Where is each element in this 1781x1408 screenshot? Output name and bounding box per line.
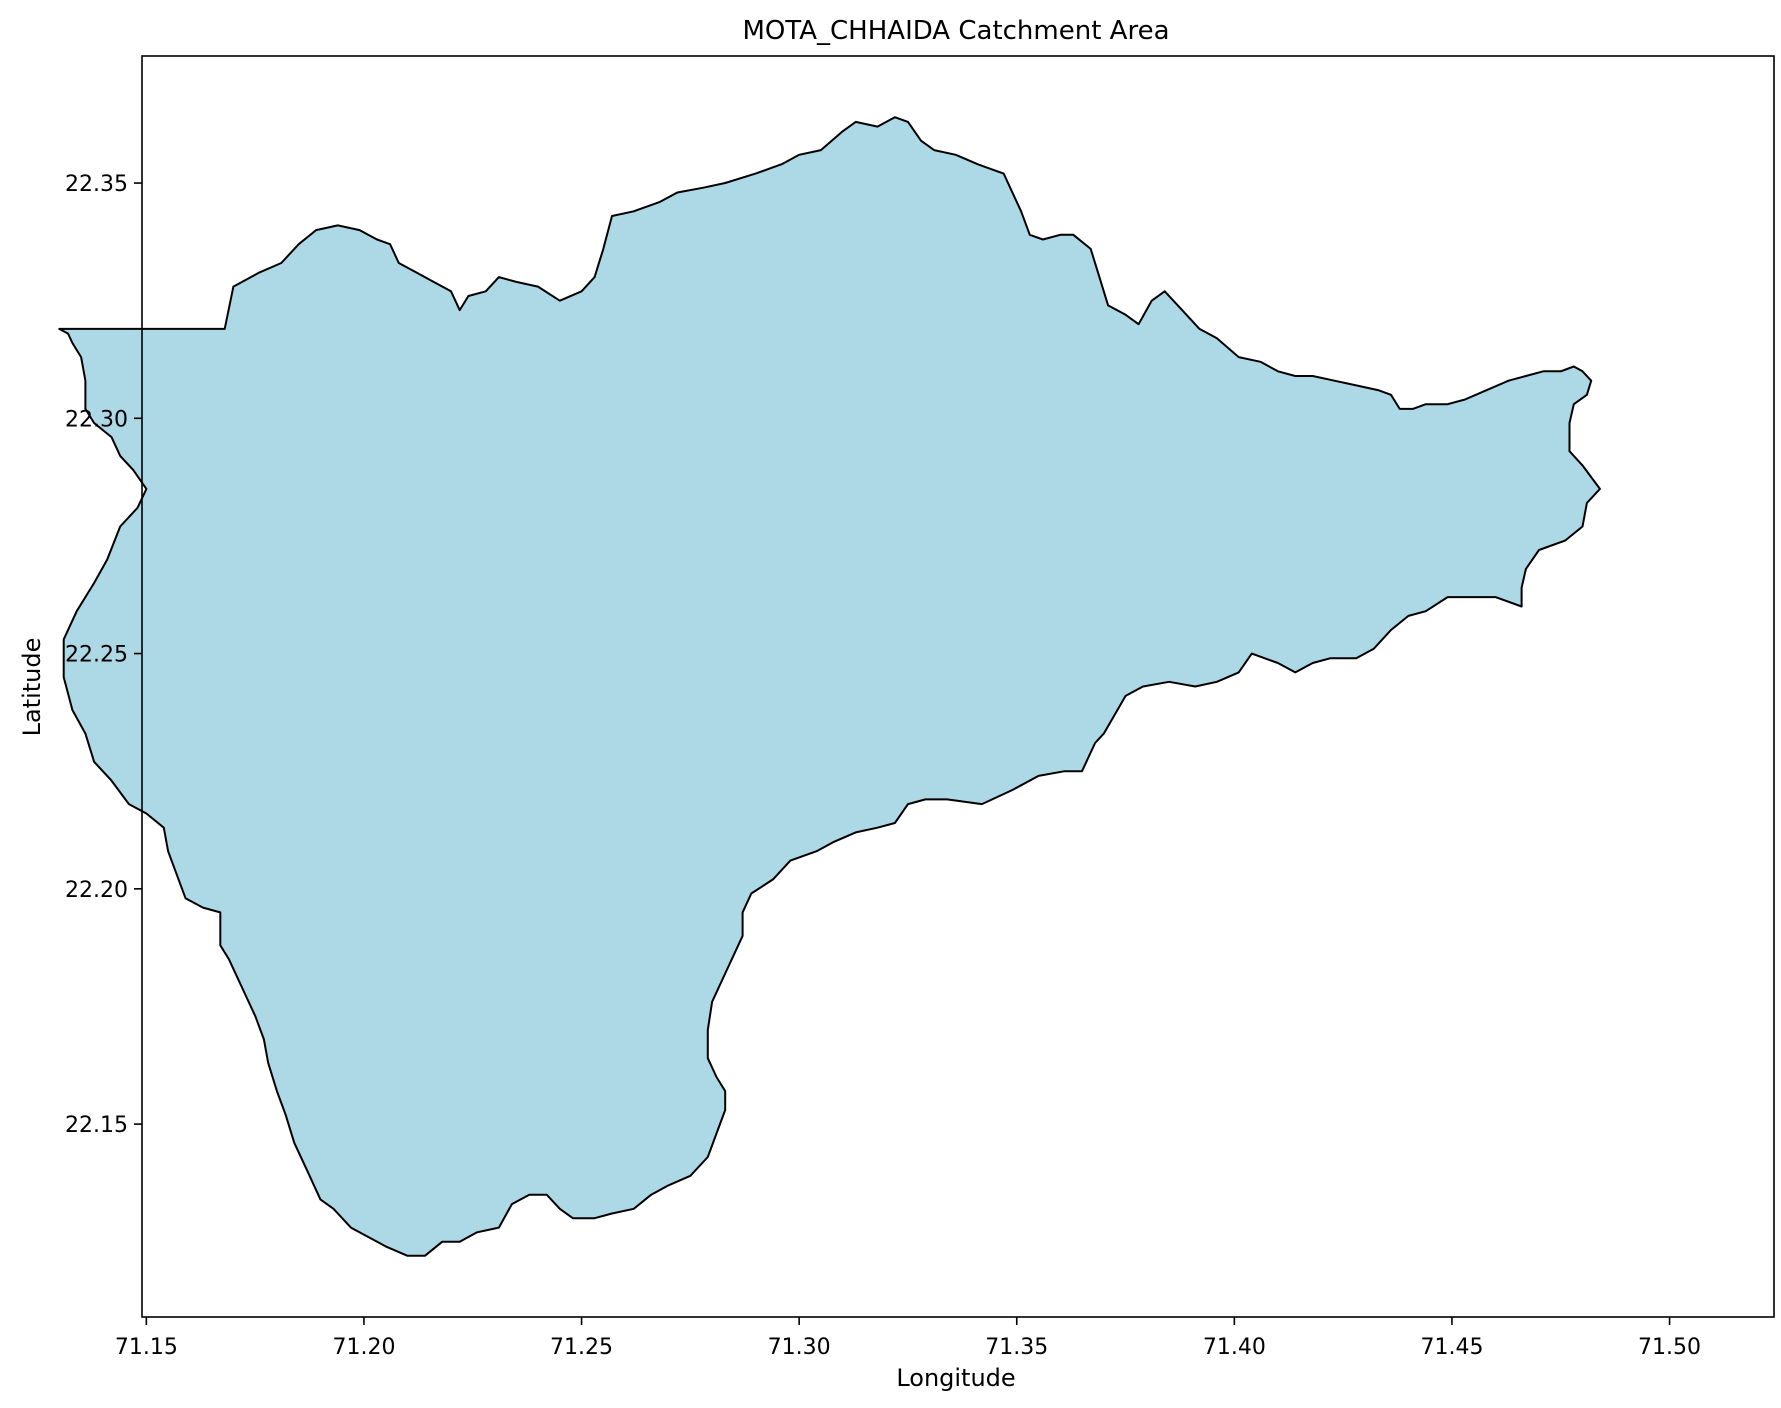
x-tick-label: 71.15: [115, 1335, 178, 1360]
x-tick-label: 71.35: [985, 1335, 1048, 1360]
plot-area: [58, 55, 1775, 1318]
axes-frame: [141, 55, 1775, 1318]
y-axis-ticks: 22.15 22.20 22.25 22.30 22.35: [65, 172, 142, 1138]
chart-title: MOTA_CHHAIDA Catchment Area: [742, 16, 1169, 46]
x-tick-label: 71.45: [1420, 1335, 1483, 1360]
y-axis-label: Latitude: [18, 638, 46, 737]
y-tick-label: 22.20: [65, 878, 128, 903]
y-tick-label: 22.30: [65, 407, 128, 432]
x-tick-label: 71.40: [1203, 1335, 1266, 1360]
y-tick-label: 22.15: [65, 1113, 128, 1138]
x-tick-label: 71.50: [1638, 1335, 1701, 1360]
y-tick-label: 22.35: [65, 172, 128, 197]
x-axis-label: Longitude: [896, 1364, 1015, 1392]
x-tick-label: 71.20: [332, 1335, 395, 1360]
catchment-boundary: [58, 116, 1601, 1257]
y-tick-label: 22.25: [65, 643, 128, 668]
x-tick-label: 71.30: [768, 1335, 831, 1360]
x-axis-ticks: 71.15 71.20 71.25 71.30 71.35 71.40 71.45 71.50: [115, 1317, 1701, 1360]
x-tick-label: 71.25: [550, 1335, 613, 1360]
